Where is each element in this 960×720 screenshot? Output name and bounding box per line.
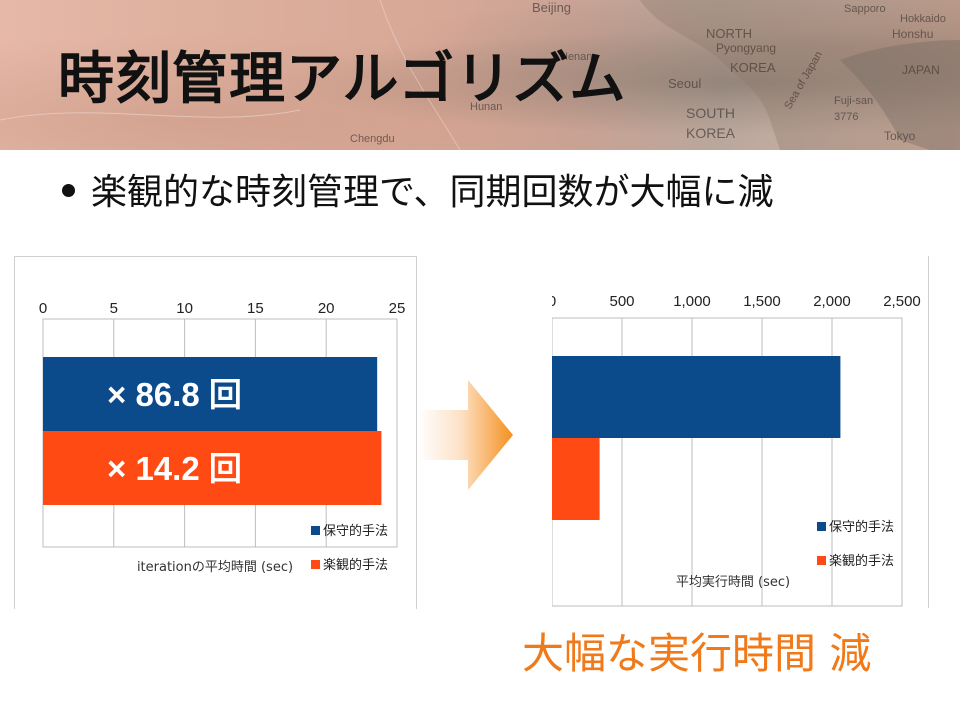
x-tick-label: 1,000 bbox=[673, 293, 711, 310]
map-label: Seoul bbox=[668, 76, 701, 91]
map-label: Beijing bbox=[532, 0, 571, 15]
legend-swatch bbox=[817, 556, 826, 565]
x-tick-label: 0 bbox=[39, 300, 47, 317]
x-tick-label: 500 bbox=[609, 293, 634, 310]
x-tick-label: 15 bbox=[247, 300, 264, 317]
bar-optimistic bbox=[43, 431, 382, 505]
x-tick-label: 20 bbox=[318, 300, 335, 317]
map-label: JAPAN bbox=[902, 63, 940, 77]
bar-optimistic bbox=[552, 438, 600, 520]
x-axis-label: 平均実行時間 (sec) bbox=[676, 574, 790, 590]
x-tick-label: 1,500 bbox=[743, 293, 781, 310]
map-label: Chengdu bbox=[350, 133, 395, 145]
conclusion-text: 大幅な実行時間 減 bbox=[522, 629, 872, 678]
bar-data-label: × 14.2 回 bbox=[107, 450, 242, 487]
map-label: SOUTH bbox=[686, 105, 735, 121]
map-label: 3776 bbox=[834, 111, 858, 123]
bullet-point: 楽観的な時刻管理で、同期回数が大幅に減 bbox=[62, 163, 774, 215]
x-tick-label: 2,500 bbox=[883, 293, 921, 310]
bullet-icon bbox=[62, 183, 75, 197]
x-tick-label: 5 bbox=[110, 300, 118, 317]
bar-data-label: × 86.8 回 bbox=[107, 376, 242, 413]
bullet-text: 楽観的な時刻管理で、同期回数が大幅に減 bbox=[91, 172, 774, 213]
legend-label: 保守的手法 bbox=[323, 523, 388, 539]
legend-swatch bbox=[311, 560, 320, 569]
map-label: Henan bbox=[560, 51, 592, 63]
map-label: Honshu bbox=[892, 27, 933, 41]
map-label: Tokyo bbox=[884, 129, 916, 143]
right-arrow-icon bbox=[418, 380, 513, 490]
slide-title: 時刻管理アルゴリズム bbox=[58, 47, 627, 112]
header-banner: Beijing NORTH Pyongyang KOREA Seoul SOUTH KORE… bbox=[0, 0, 960, 150]
map-label: Pyongyang bbox=[716, 41, 776, 55]
x-axis-label: iterationの平均時間 (sec) bbox=[137, 560, 293, 575]
bar-conservative bbox=[43, 357, 378, 431]
map-label: NORTH bbox=[706, 26, 752, 41]
legend-label: 楽観的手法 bbox=[829, 553, 894, 569]
legend-label: 保守的手法 bbox=[829, 519, 894, 535]
legend-swatch bbox=[817, 522, 826, 531]
execution-time-chart-svg: 0 500 1,000 1,500 2,000 2,500 保守的手法楽観的手法平均実行時間… bbox=[548, 293, 921, 607]
x-tick-label: 0 bbox=[552, 293, 556, 310]
map-label: Hunan bbox=[470, 101, 502, 113]
map-label: Hokkaido bbox=[900, 13, 946, 25]
execution-time-chart: 0 500 1,000 1,500 2,000 2,500 保守的手法楽観的手法平均実行時間… bbox=[548, 256, 929, 608]
bar-conservative bbox=[552, 356, 841, 438]
map-label: Fuji-san bbox=[834, 95, 873, 107]
map-label: Sapporo bbox=[844, 3, 886, 15]
x-tick-label: 10 bbox=[176, 300, 193, 317]
iteration-time-chart: 0 5 10 15 20 25 × 86.8 回 × 14.2 回保守的手法楽観的手法 iter… bbox=[14, 256, 417, 609]
x-tick-label: 25 bbox=[389, 300, 406, 317]
map-label: KOREA bbox=[686, 125, 736, 141]
map-label: KOREA bbox=[730, 60, 776, 75]
legend-label: 楽観的手法 bbox=[323, 557, 388, 573]
legend-swatch bbox=[311, 526, 320, 535]
x-tick-label: 2,000 bbox=[813, 293, 851, 310]
